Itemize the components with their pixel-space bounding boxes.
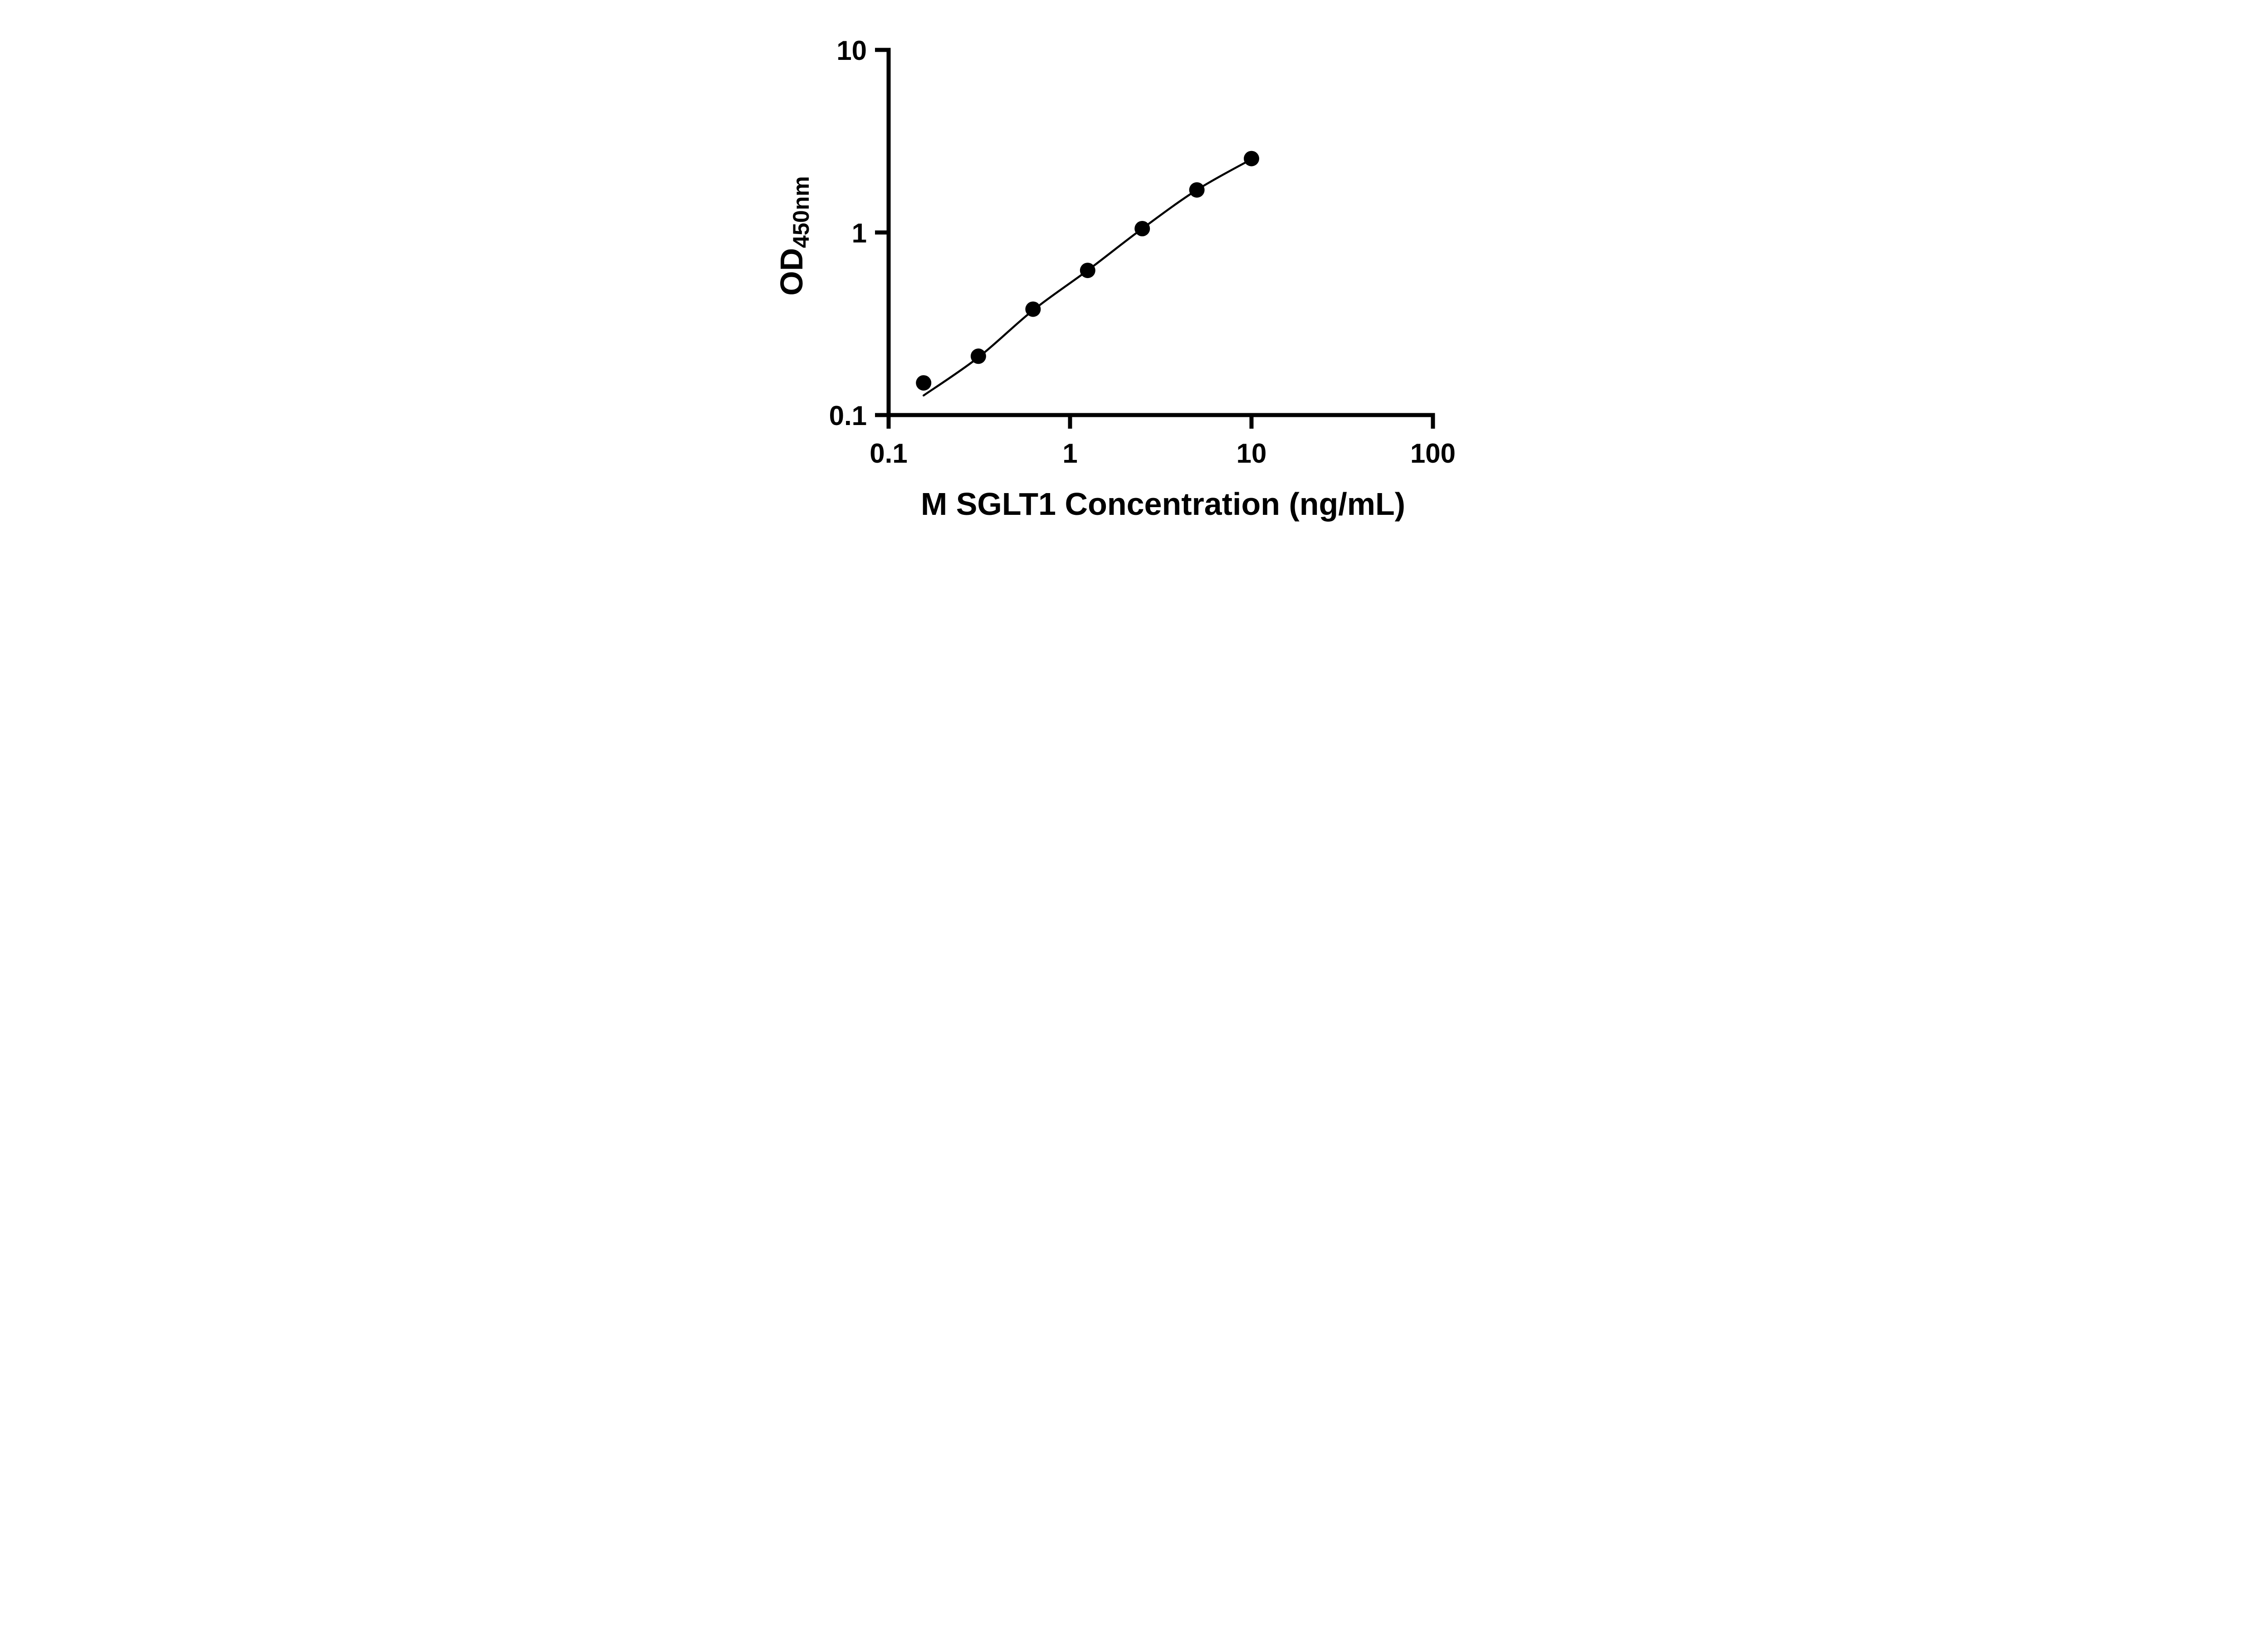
data-point	[970, 348, 986, 364]
data-point	[1025, 301, 1041, 317]
plot-area	[916, 151, 1259, 397]
x-tick-label: 1	[1062, 438, 1077, 469]
x-tick-label: 100	[1410, 438, 1456, 469]
x-tick-label: 0.1	[870, 438, 907, 469]
x-axis-title: M SGLT1 Concentration (ng/mL)	[921, 486, 1405, 522]
data-point	[1244, 151, 1259, 166]
axes: 0.1 1 10 100 0.1 1 10	[829, 35, 1456, 469]
y-axis-title-main: OD	[774, 248, 809, 296]
standard-curve-chart: 0.1 1 10 100 0.1 1 10 M SGLT1 Concentration (n…	[753, 0, 1515, 544]
y-tick-label: 10	[836, 35, 867, 66]
y-tick-label: 1	[852, 218, 867, 249]
data-point	[1134, 221, 1150, 236]
x-tick-label: 10	[1237, 438, 1267, 469]
data-point	[1189, 182, 1205, 198]
y-axis-title-subscript: 450nm	[788, 176, 814, 248]
y-axis-title: OD450nm	[774, 176, 814, 295]
data-point	[1080, 263, 1095, 279]
axis-lines	[886, 48, 1435, 417]
chart-canvas: 0.1 1 10 100 0.1 1 10 M SGLT1 Concentration (n…	[753, 0, 1515, 544]
y-tick-label: 0.1	[829, 401, 867, 431]
data-point	[916, 375, 932, 391]
